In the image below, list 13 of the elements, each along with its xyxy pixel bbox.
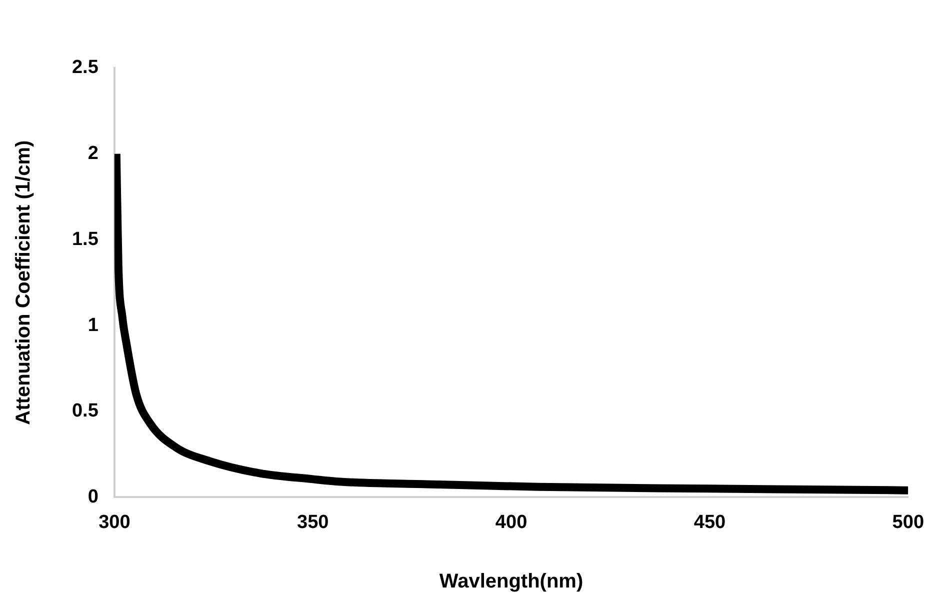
y-tick-label: 0 (88, 486, 98, 508)
x-tick-label: 500 (892, 512, 924, 533)
x-tick-label: 450 (694, 512, 726, 533)
x-tick-label: 400 (495, 512, 528, 533)
x-tick-label: 350 (296, 512, 329, 533)
y-tick-label: 0.5 (72, 400, 99, 422)
x-tick-label: 300 (98, 512, 130, 533)
y-tick-label: 2 (88, 143, 98, 164)
y-tick-label: 2.5 (72, 57, 99, 78)
y-axis-title: Attenuation Coefficient (1/cm) (12, 140, 35, 425)
y-tick-label: 1.5 (72, 228, 99, 250)
y-tick-label: 1 (88, 314, 99, 336)
x-axis-title: Wavlength(nm) (439, 570, 584, 593)
